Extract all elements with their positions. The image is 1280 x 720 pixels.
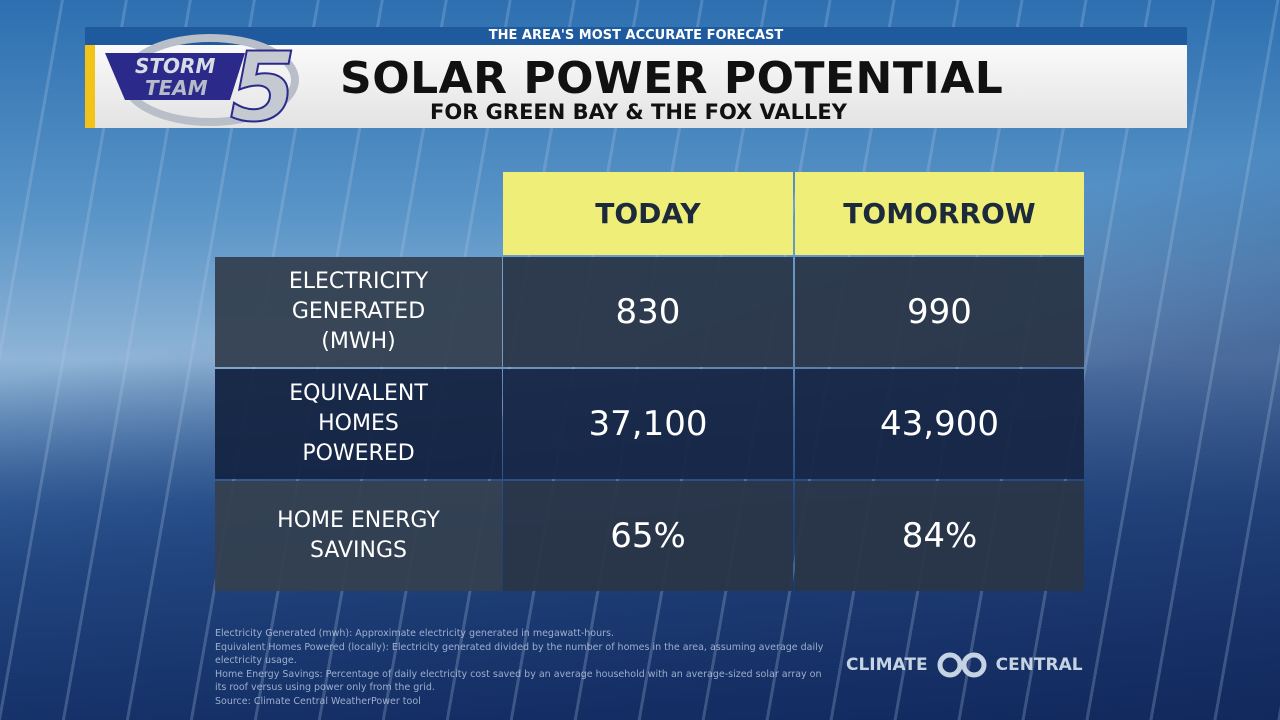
- today-value: 65%: [503, 481, 793, 591]
- source-note: Source: Climate Central WeatherPower too…: [215, 695, 421, 707]
- tagline: THE AREA'S MOST ACCURATE FORECAST: [85, 27, 1187, 45]
- column-header-tomorrow: TOMORROW: [795, 172, 1084, 255]
- climate-central-rings-icon: [937, 652, 987, 678]
- brand-text-right: CENTRAL: [995, 655, 1083, 675]
- footnote: Electricity Generated (mwh): Approximate…: [215, 628, 614, 639]
- row-label: EQUIVALENT HOMES POWERED: [215, 369, 502, 479]
- accent-stripe: [85, 45, 95, 128]
- tomorrow-value: 84%: [795, 481, 1084, 591]
- page-subtitle: FOR GREEN BAY & THE FOX VALLEY: [430, 100, 847, 124]
- row-label: ELECTRICITY GENERATED (MWH): [215, 257, 502, 367]
- climate-central-logo: CLIMATE CENTRAL: [846, 652, 1083, 678]
- today-value: 37,100: [503, 369, 793, 479]
- today-value: 830: [503, 257, 793, 367]
- storm-team-5-logo: STORM TEAM 5: [105, 32, 299, 130]
- svg-text:STORM: STORM: [135, 54, 215, 78]
- footnotes: Electricity Generated (mwh): Approximate…: [215, 627, 835, 708]
- row-label: HOME ENERGY SAVINGS: [215, 481, 502, 591]
- brand-text-left: CLIMATE: [846, 655, 928, 675]
- svg-text:TEAM: TEAM: [145, 76, 208, 100]
- tomorrow-value: 43,900: [795, 369, 1084, 479]
- footnote: Equivalent Homes Powered (locally): Elec…: [215, 641, 824, 667]
- title-banner: STORM TEAM 5 SOLAR POWER POTENTIAL FOR G…: [85, 32, 1187, 130]
- tomorrow-value: 990: [795, 257, 1084, 367]
- column-header-today: TODAY: [503, 172, 793, 255]
- page-title: SOLAR POWER POTENTIAL: [340, 53, 1004, 104]
- svg-text:5: 5: [230, 33, 296, 130]
- footnote: Home Energy Savings: Percentage of daily…: [215, 668, 822, 694]
